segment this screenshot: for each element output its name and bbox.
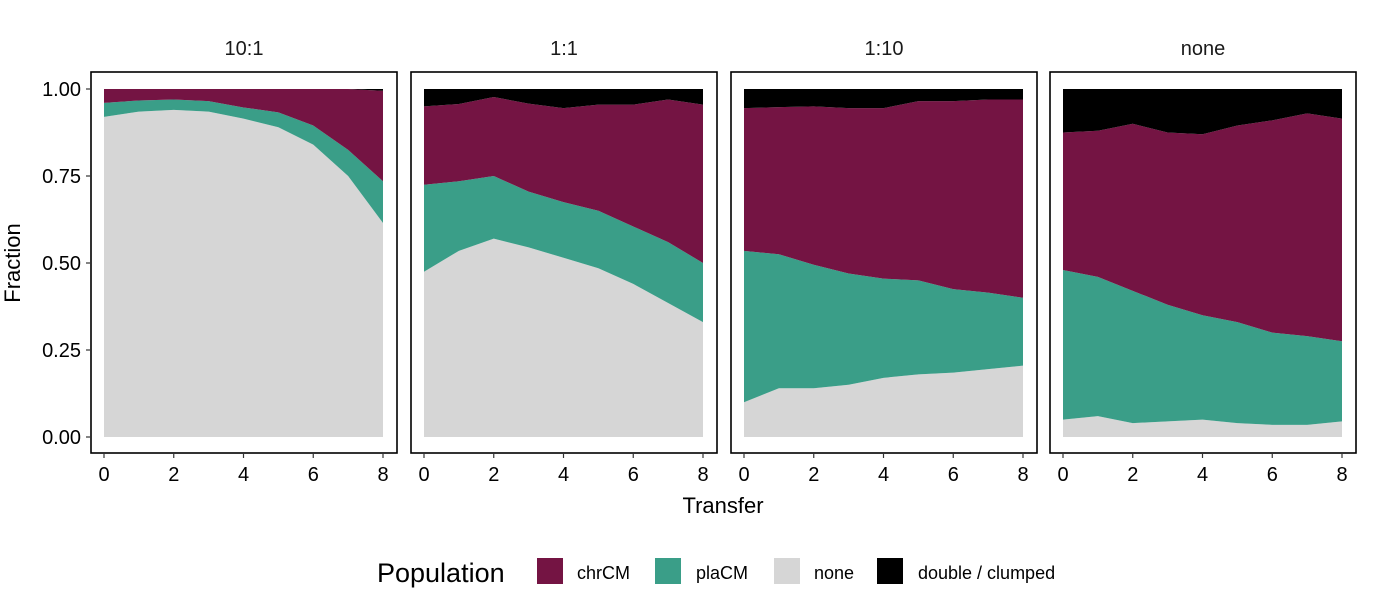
area-none: [1063, 416, 1342, 437]
area-none: [424, 238, 703, 437]
panel-title: none: [1181, 38, 1226, 60]
x-tick-label: 8: [1336, 464, 1347, 486]
legend-item-none: none: [774, 558, 854, 584]
area-chrcm: [1063, 113, 1342, 342]
area-chrcm: [744, 99, 1023, 298]
panel-10-1: 10:1 0 2 4 6 8: [90, 38, 398, 486]
area-placm: [424, 176, 703, 323]
area-placm: [104, 99, 383, 223]
legend-label: double / clumped: [918, 563, 1055, 583]
legend-key: [537, 558, 563, 584]
panel-title: 1:1: [550, 38, 578, 60]
y-tick-label: 0.50: [42, 253, 81, 275]
area-chrcm: [104, 89, 383, 182]
x-tick-label: 6: [628, 464, 639, 486]
area-chrcm: [424, 97, 703, 263]
legend-key: [655, 558, 681, 584]
x-tick-label: 2: [488, 464, 499, 486]
x-tick-label: 2: [168, 464, 179, 486]
x-tick-label: 8: [697, 464, 708, 486]
legend-label: plaCM: [696, 563, 748, 583]
y-axis: 0.00 0.25 0.50 0.75 1.00: [42, 79, 91, 449]
area-double-clumped: [104, 89, 383, 91]
x-tick-label: 2: [808, 464, 819, 486]
area-double-clumped: [744, 89, 1023, 109]
area-placm: [1063, 269, 1342, 425]
y-tick-label: 0.75: [42, 166, 81, 188]
legend-item-placm: plaCM: [655, 558, 748, 584]
x-tick-label: 6: [948, 464, 959, 486]
x-tick-label: 4: [878, 464, 889, 486]
legend-label: none: [814, 563, 854, 583]
panel-1-1: 1:1 0 2 4 6 8: [410, 38, 718, 486]
legend-item-chrcm: chrCM: [537, 558, 630, 584]
x-tick-label: 0: [98, 464, 109, 486]
x-tick-label: 8: [1017, 464, 1028, 486]
legend: Population chrCM plaCM none double / clumpe…: [377, 558, 1055, 588]
x-axis-title: Transfer: [682, 493, 763, 518]
panel-none: none 0 2 4 6 8: [1049, 38, 1357, 486]
x-tick-label: 4: [558, 464, 569, 486]
x-tick-label: 0: [418, 464, 429, 486]
x-tick-label: 0: [738, 464, 749, 486]
area-double-clumped: [1063, 89, 1342, 135]
y-tick-label: 0.25: [42, 340, 81, 362]
y-axis-title: Fraction: [0, 223, 25, 302]
area-double-clumped: [424, 89, 703, 109]
x-tick-label: 6: [1267, 464, 1278, 486]
legend-key: [774, 558, 800, 584]
x-tick-label: 4: [1197, 464, 1208, 486]
area-placm: [744, 250, 1023, 403]
area-none: [104, 109, 383, 437]
x-tick-label: 0: [1057, 464, 1068, 486]
legend-key: [877, 558, 903, 584]
panel-title: 1:10: [865, 38, 904, 60]
legend-item-double-clumped: double / clumped: [877, 558, 1055, 584]
x-tick-label: 8: [377, 464, 388, 486]
y-tick-label: 0.00: [42, 427, 81, 449]
panel-1-10: 1:10 0 2 4 6 8: [730, 38, 1038, 486]
legend-title: Population: [377, 558, 505, 588]
y-tick-label: 1.00: [42, 79, 81, 101]
x-tick-label: 6: [308, 464, 319, 486]
x-tick-label: 2: [1127, 464, 1138, 486]
x-tick-label: 4: [238, 464, 249, 486]
area-none: [744, 365, 1023, 437]
legend-label: chrCM: [577, 563, 630, 583]
panel-title: 10:1: [225, 38, 264, 60]
